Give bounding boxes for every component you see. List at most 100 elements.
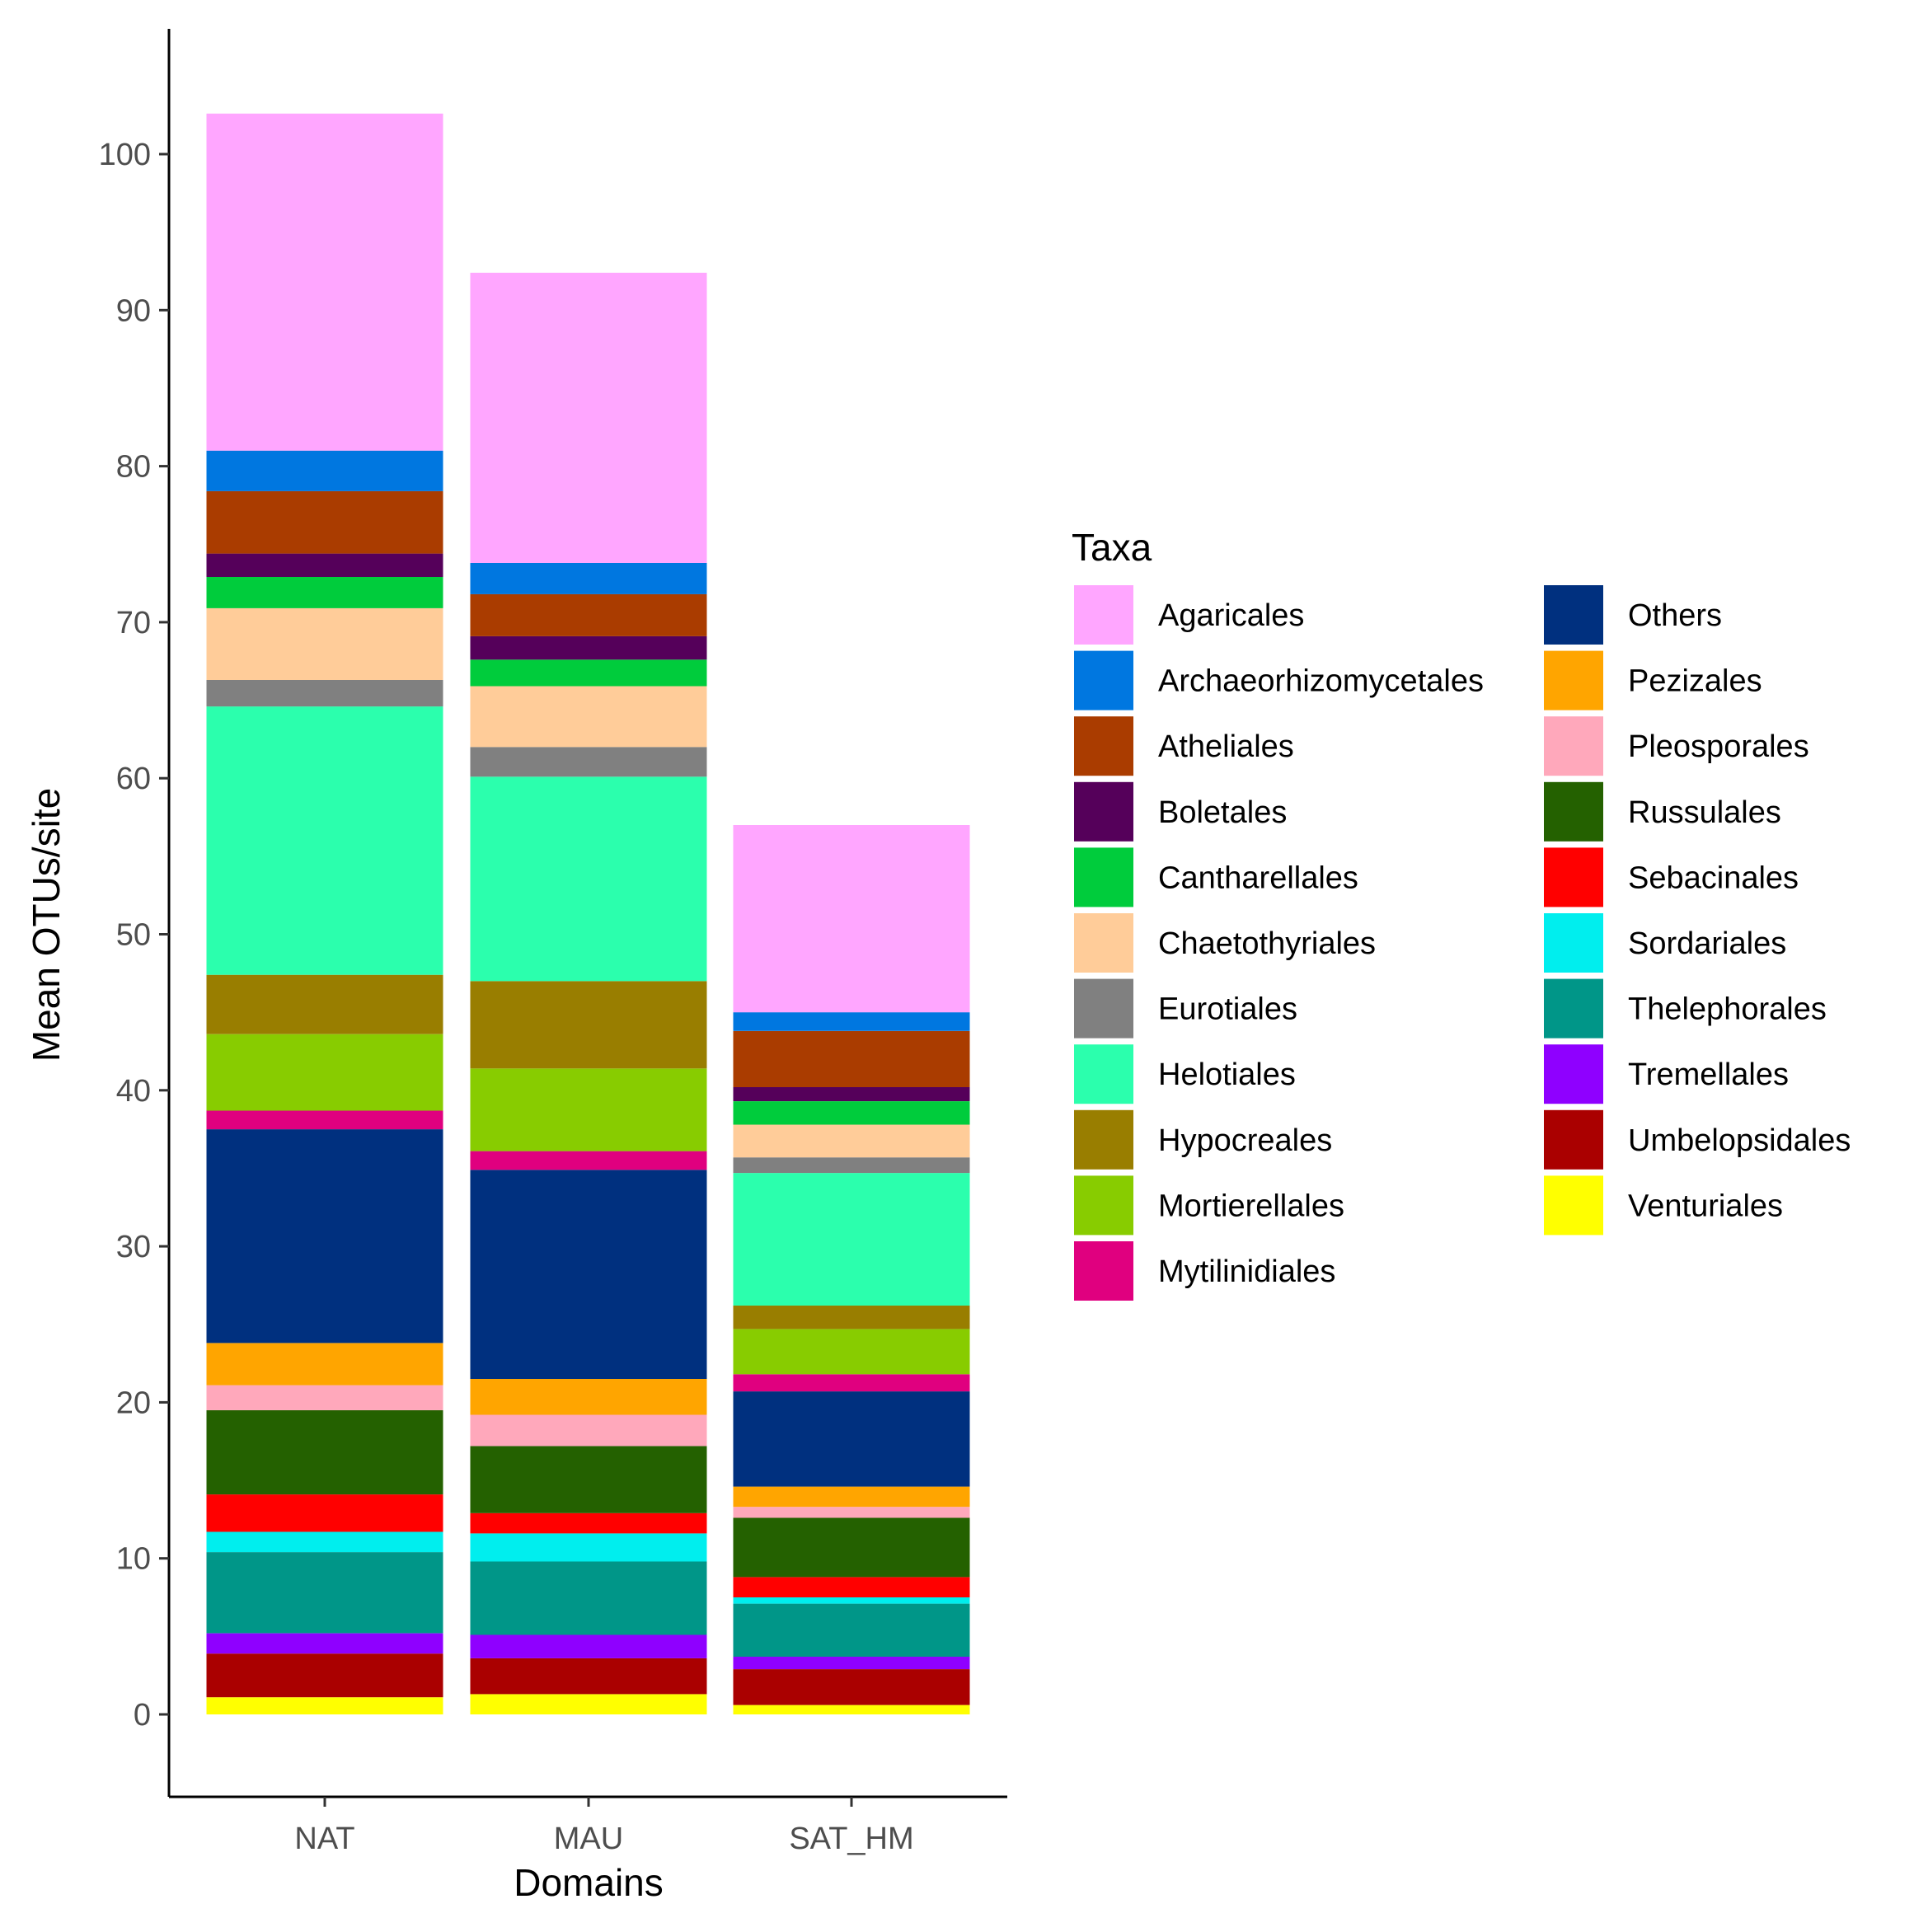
legend-title: Taxa bbox=[1072, 526, 1152, 569]
bar-mau-chaetothyriales bbox=[470, 686, 707, 748]
legend-key-mytilinidiales bbox=[1074, 1241, 1133, 1301]
bar-mau-atheliales bbox=[470, 593, 707, 636]
bar-nat-tremellales bbox=[206, 1633, 443, 1654]
bar-sat-hm-chaetothyriales bbox=[733, 1124, 970, 1158]
bar-mau-sordariales bbox=[470, 1533, 707, 1562]
bar-sat-hm-russulales bbox=[733, 1517, 970, 1578]
legend-key-hypocreales bbox=[1074, 1109, 1133, 1170]
legend-key-archaeorhizomycetales bbox=[1074, 650, 1133, 710]
legend-label-chaetothyriales: Chaetothyriales bbox=[1158, 926, 1376, 961]
x-tick-label-mau: MAU bbox=[554, 1822, 623, 1856]
legend-key-mortierellales bbox=[1074, 1175, 1133, 1236]
bar-mau-sebacinales bbox=[470, 1512, 707, 1534]
bar-mau-agaricales bbox=[470, 272, 707, 563]
y-tick-label-60: 60 bbox=[116, 762, 151, 796]
bar-sat-hm-sebacinales bbox=[733, 1577, 970, 1597]
legend-key-sordariales bbox=[1544, 913, 1603, 973]
bar-sat-hm-agaricales bbox=[733, 825, 970, 1013]
bar-nat-hypocreales bbox=[206, 974, 443, 1034]
y-axis-title: Mean OTUs/site bbox=[25, 788, 68, 1062]
legend-label-eurotiales: Eurotiales bbox=[1158, 992, 1297, 1027]
legend-key-chaetothyriales bbox=[1074, 913, 1133, 973]
legend-key-venturiales bbox=[1544, 1175, 1603, 1236]
bar-mau-mytilinidiales bbox=[470, 1151, 707, 1170]
legend-label-pleosporales: Pleosporales bbox=[1628, 729, 1809, 764]
bar-mau-mortierellales bbox=[470, 1068, 707, 1151]
bar-nat-agaricales bbox=[206, 113, 443, 451]
legend-key-sebacinales bbox=[1544, 847, 1603, 907]
legend-key-atheliales bbox=[1074, 716, 1133, 776]
axes-layer: 0 10 20 30 40 50 60 70 80 90 100 NAT MAU SAT_HM bbox=[99, 29, 1007, 1856]
y-tick-label-70: 70 bbox=[116, 606, 151, 640]
bar-mau-venturiales bbox=[470, 1694, 707, 1714]
bar-nat-mortierellales bbox=[206, 1034, 443, 1111]
legend-label-sebacinales: Sebacinales bbox=[1628, 860, 1799, 895]
legend-label-helotiales: Helotiales bbox=[1158, 1057, 1296, 1092]
legend-key-others bbox=[1544, 585, 1603, 645]
bar-nat-archaeorhizomycetales bbox=[206, 450, 443, 491]
y-tick-label-100: 100 bbox=[99, 138, 151, 172]
bar-sat-hm-mytilinidiales bbox=[733, 1374, 970, 1392]
bar-mau-eurotiales bbox=[470, 747, 707, 777]
bar-sat-hm-others bbox=[733, 1391, 970, 1487]
x-axis-title: Domains bbox=[514, 1861, 664, 1904]
legend-label-tremellales: Tremellales bbox=[1628, 1057, 1789, 1092]
bar-nat-mytilinidiales bbox=[206, 1110, 443, 1130]
y-tick-label-30: 30 bbox=[116, 1230, 151, 1264]
bar-mau-umbelopsidales bbox=[470, 1658, 707, 1695]
legend-label-hypocreales: Hypocreales bbox=[1158, 1123, 1332, 1158]
bar-mau-tremellales bbox=[470, 1634, 707, 1658]
legend-label-mortierellales: Mortierellales bbox=[1158, 1189, 1344, 1223]
legend-key-thelephorales bbox=[1544, 978, 1603, 1039]
bar-mau-archaeorhizomycetales bbox=[470, 563, 707, 594]
bar-nat-russulales bbox=[206, 1409, 443, 1495]
legend-key-tremellales bbox=[1544, 1044, 1603, 1104]
bar-nat-chaetothyriales bbox=[206, 607, 443, 680]
legend-key-pleosporales bbox=[1544, 716, 1603, 776]
legend-key-agaricales bbox=[1074, 585, 1133, 645]
legend-key-pezizales bbox=[1544, 650, 1603, 710]
bar-sat-hm-eurotiales bbox=[733, 1157, 970, 1174]
bar-nat-helotiales bbox=[206, 706, 443, 975]
bar-nat-umbelopsidales bbox=[206, 1653, 443, 1698]
bar-nat-others bbox=[206, 1129, 443, 1343]
bar-sat-hm-cantharellales bbox=[733, 1101, 970, 1125]
bar-nat-cantharellales bbox=[206, 577, 443, 608]
y-tick-label-0: 0 bbox=[134, 1698, 151, 1733]
legend-label-atheliales: Atheliales bbox=[1158, 729, 1294, 764]
bar-sat-hm-boletales bbox=[733, 1087, 970, 1101]
bar-sat-hm-pleosporales bbox=[733, 1507, 970, 1518]
bar-sat-hm-thelephorales bbox=[733, 1603, 970, 1657]
legend-label-boletales: Boletales bbox=[1158, 795, 1287, 830]
legend-label-sordariales: Sordariales bbox=[1628, 926, 1786, 961]
legend-label-archaeorhizomycetales: Archaeorhizomycetales bbox=[1158, 664, 1484, 699]
bar-nat-sebacinales bbox=[206, 1494, 443, 1532]
bar-sat-hm-tremellales bbox=[733, 1657, 970, 1670]
bar-mau-hypocreales bbox=[470, 981, 707, 1069]
bar-sat-hm-archaeorhizomycetales bbox=[733, 1012, 970, 1031]
legend-label-cantharellales: Cantharellales bbox=[1158, 860, 1358, 895]
x-tick-label-sat-hm: SAT_HM bbox=[789, 1822, 913, 1856]
bar-mau-cantharellales bbox=[470, 659, 707, 687]
y-tick-label-40: 40 bbox=[116, 1074, 151, 1109]
bar-mau-boletales bbox=[470, 635, 707, 660]
legend-key-eurotiales bbox=[1074, 978, 1133, 1039]
legend-label-pezizales: Pezizales bbox=[1628, 664, 1762, 699]
legend-label-venturiales: Venturiales bbox=[1628, 1189, 1783, 1223]
y-tick-label-80: 80 bbox=[116, 450, 151, 485]
y-tick-label-10: 10 bbox=[116, 1542, 151, 1577]
legend-key-umbelopsidales bbox=[1544, 1109, 1603, 1170]
bar-nat-atheliales bbox=[206, 490, 443, 554]
y-tick-label-90: 90 bbox=[116, 293, 151, 328]
bar-mau-thelephorales bbox=[470, 1561, 707, 1635]
y-tick-label-20: 20 bbox=[116, 1386, 151, 1420]
bar-sat-hm-pezizales bbox=[733, 1486, 970, 1508]
legend-label-umbelopsidales: Umbelopsidales bbox=[1628, 1123, 1851, 1158]
legend-label-mytilinidiales: Mytilinidiales bbox=[1158, 1254, 1335, 1289]
bar-sat-hm-sordariales bbox=[733, 1597, 970, 1604]
x-tick-label-nat: NAT bbox=[294, 1822, 354, 1856]
legend-label-others: Others bbox=[1628, 598, 1722, 633]
legend: Agaricales Archaeorhizomycetales Atheliale… bbox=[1074, 585, 1851, 1301]
bar-nat-boletales bbox=[206, 553, 443, 577]
